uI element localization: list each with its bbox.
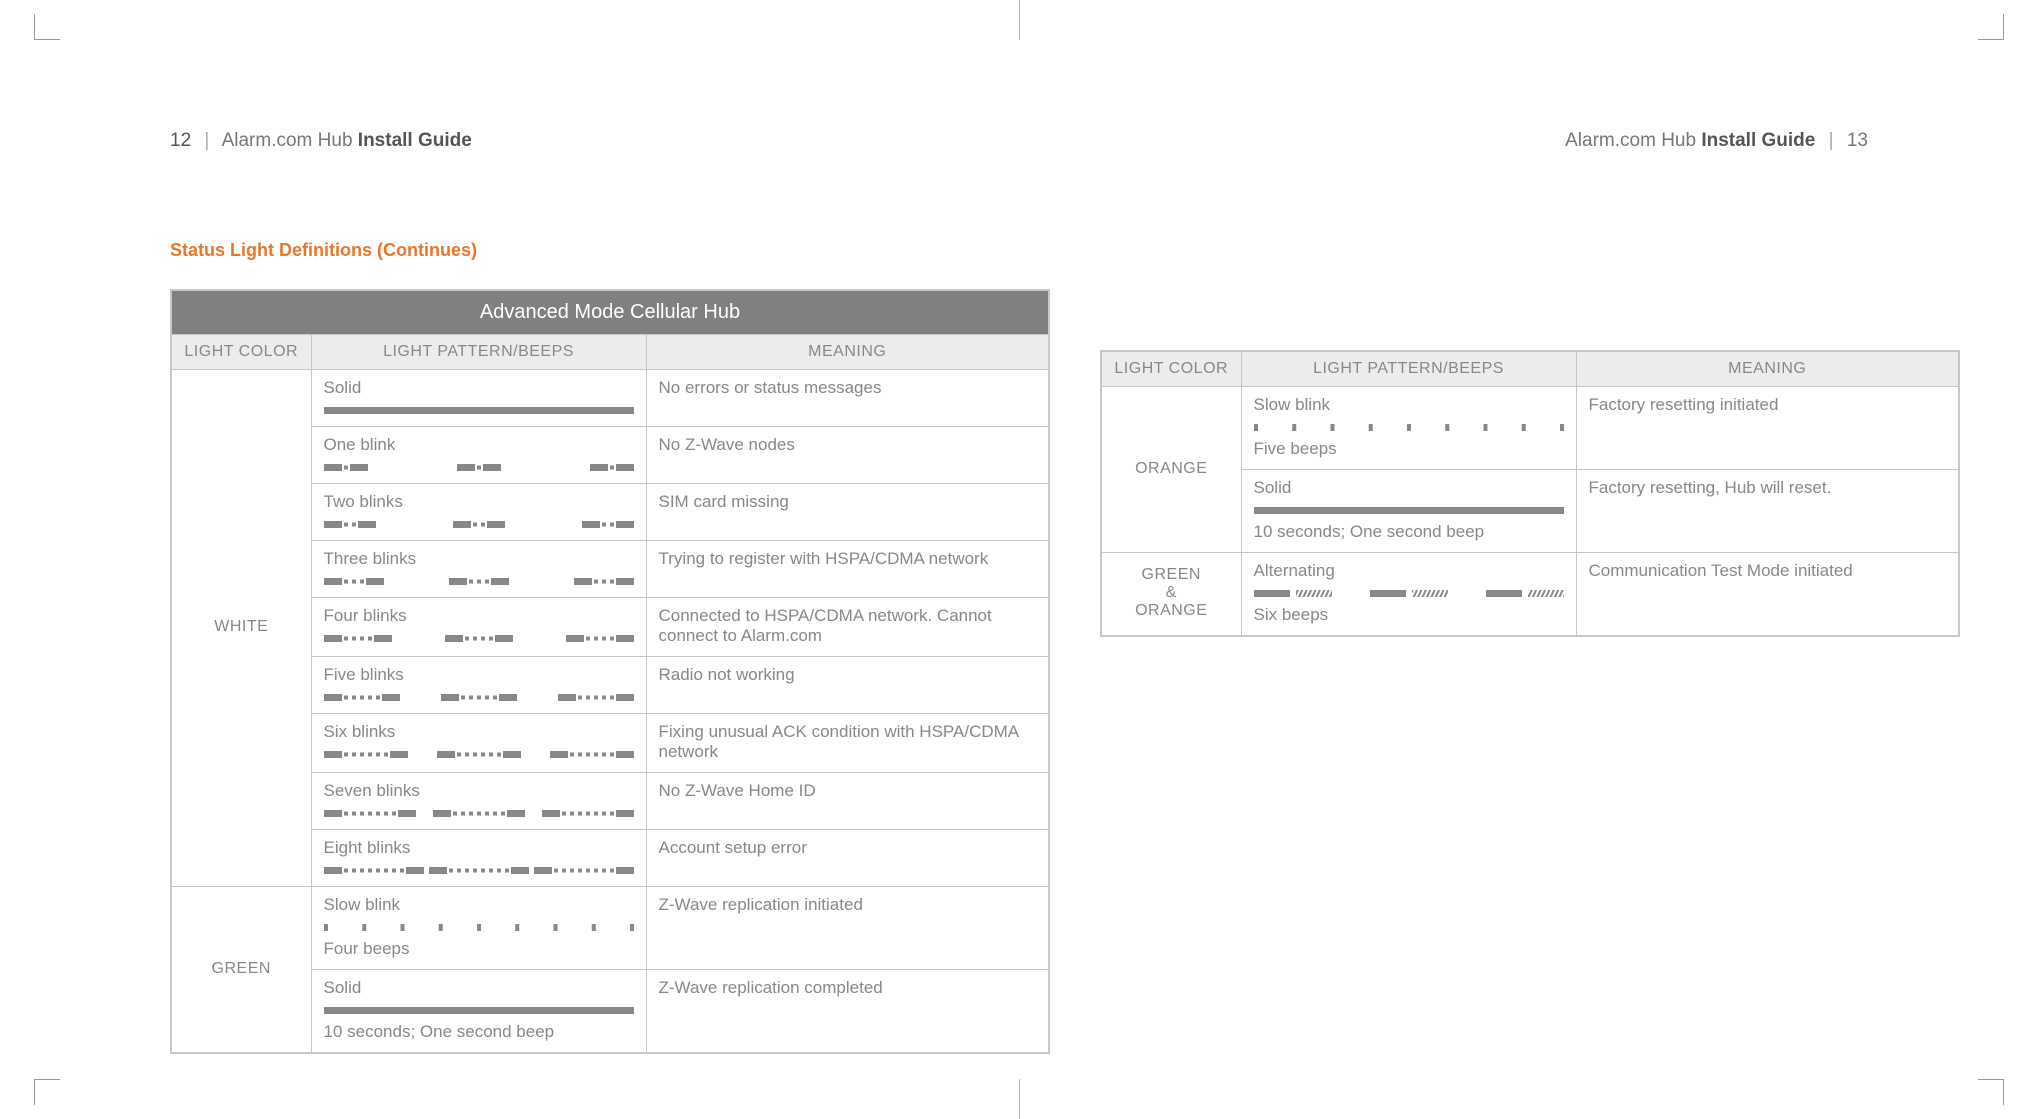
left-page-content: Status Light Definitions (Continues) Adv…: [170, 130, 1050, 1054]
status-table-left: Advanced Mode Cellular Hub LIGHT COLOR L…: [170, 289, 1050, 1054]
meaning-cell: Trying to register with HSPA/CDMA networ…: [646, 541, 1049, 598]
doc-title: Install Guide: [1701, 130, 1815, 151]
crop-mark: [1978, 14, 2004, 40]
meaning-cell: Factory resetting initiated: [1576, 387, 1959, 470]
meaning-cell: Radio not working: [646, 657, 1049, 714]
page-header-right: Alarm.com Hub Install Guide | 13: [1565, 130, 1868, 152]
page-number: 13: [1847, 130, 1868, 151]
pattern-cell: Solid 10 seconds; One second beep: [311, 970, 646, 1054]
crop-mark: [34, 14, 60, 40]
pattern-cell: Two blinks: [311, 484, 646, 541]
pattern-cell: Alternating Six beeps: [1241, 553, 1576, 637]
center-mark: [1019, 1079, 1020, 1119]
pattern-cell: Slow blink Five beeps: [1241, 387, 1576, 470]
light-color-cell: GREEN: [171, 887, 311, 1054]
meaning-cell: No Z-Wave nodes: [646, 427, 1049, 484]
pattern-cell: Seven blinks: [311, 773, 646, 830]
pattern-cell: Slow blink Four beeps: [311, 887, 646, 970]
brand-text: Alarm.com Hub: [1565, 130, 1696, 151]
pattern-cell: One blink: [311, 427, 646, 484]
meaning-cell: Connected to HSPA/CDMA network. Cannot c…: [646, 598, 1049, 657]
meaning-cell: No Z-Wave Home ID: [646, 773, 1049, 830]
meaning-cell: Fixing unusual ACK condition with HSPA/C…: [646, 714, 1049, 773]
beeps-label: Six beeps: [1254, 605, 1564, 625]
pattern-cell: Eight blinks: [311, 830, 646, 887]
table-row: WHITESolidNo errors or status messages: [171, 370, 1049, 427]
pattern-label: Two blinks: [324, 492, 634, 512]
right-page-content: LIGHT COLOR LIGHT PATTERN/BEEPS MEANING …: [1100, 350, 1960, 637]
col-header-light-color: LIGHT COLOR: [1101, 351, 1241, 387]
pattern-label: Slow blink: [1254, 395, 1564, 415]
pattern-label: Solid: [1254, 478, 1564, 498]
table-row: ORANGESlow blinkFive beepsFactory resett…: [1101, 387, 1959, 470]
col-header-pattern: LIGHT PATTERN/BEEPS: [311, 335, 646, 370]
col-header-meaning: MEANING: [1576, 351, 1959, 387]
separator: |: [1829, 130, 1834, 151]
center-mark: [1019, 0, 1020, 40]
table-row: GREENSlow blinkFour beepsZ-Wave replicat…: [171, 887, 1049, 970]
meaning-cell: No errors or status messages: [646, 370, 1049, 427]
col-header-meaning: MEANING: [646, 335, 1049, 370]
col-header-light-color: LIGHT COLOR: [171, 335, 311, 370]
meaning-cell: Account setup error: [646, 830, 1049, 887]
beeps-label: 10 seconds; One second beep: [324, 1022, 634, 1042]
pattern-cell: Four blinks: [311, 598, 646, 657]
meaning-cell: Z-Wave replication initiated: [646, 887, 1049, 970]
meaning-cell: Z-Wave replication completed: [646, 970, 1049, 1054]
pattern-cell: Six blinks: [311, 714, 646, 773]
col-header-pattern: LIGHT PATTERN/BEEPS: [1241, 351, 1576, 387]
pattern-label: Six blinks: [324, 722, 634, 742]
section-title: Status Light Definitions (Continues): [170, 240, 1050, 261]
pattern-label: Alternating: [1254, 561, 1564, 581]
pattern-cell: Solid: [311, 370, 646, 427]
meaning-cell: SIM card missing: [646, 484, 1049, 541]
beeps-label: Four beeps: [324, 939, 634, 959]
pattern-label: Solid: [324, 378, 634, 398]
crop-mark: [1978, 1079, 2004, 1105]
meaning-cell: Communication Test Mode initiated: [1576, 553, 1959, 637]
table-row: GREEN&ORANGE Alternating Six beeps Communic…: [1101, 553, 1959, 637]
crop-mark: [34, 1079, 60, 1105]
pattern-label: Three blinks: [324, 549, 634, 569]
pattern-cell: Three blinks: [311, 541, 646, 598]
pattern-label: Solid: [324, 978, 634, 998]
beeps-label: 10 seconds; One second beep: [1254, 522, 1564, 542]
light-color-cell: WHITE: [171, 370, 311, 887]
pattern-label: Slow blink: [324, 895, 634, 915]
light-color-cell: ORANGE: [1101, 387, 1241, 553]
table-title: Advanced Mode Cellular Hub: [171, 290, 1049, 335]
pattern-cell: Solid 10 seconds; One second beep: [1241, 470, 1576, 553]
beeps-label: Five beeps: [1254, 439, 1564, 459]
pattern-label: Four blinks: [324, 606, 634, 626]
light-color-cell: GREEN&ORANGE: [1101, 553, 1241, 637]
pattern-cell: Five blinks: [311, 657, 646, 714]
pattern-label: Eight blinks: [324, 838, 634, 858]
meaning-cell: Factory resetting, Hub will reset.: [1576, 470, 1959, 553]
pattern-label: One blink: [324, 435, 634, 455]
status-table-right: LIGHT COLOR LIGHT PATTERN/BEEPS MEANING …: [1100, 350, 1960, 637]
pattern-label: Five blinks: [324, 665, 634, 685]
pattern-label: Seven blinks: [324, 781, 634, 801]
